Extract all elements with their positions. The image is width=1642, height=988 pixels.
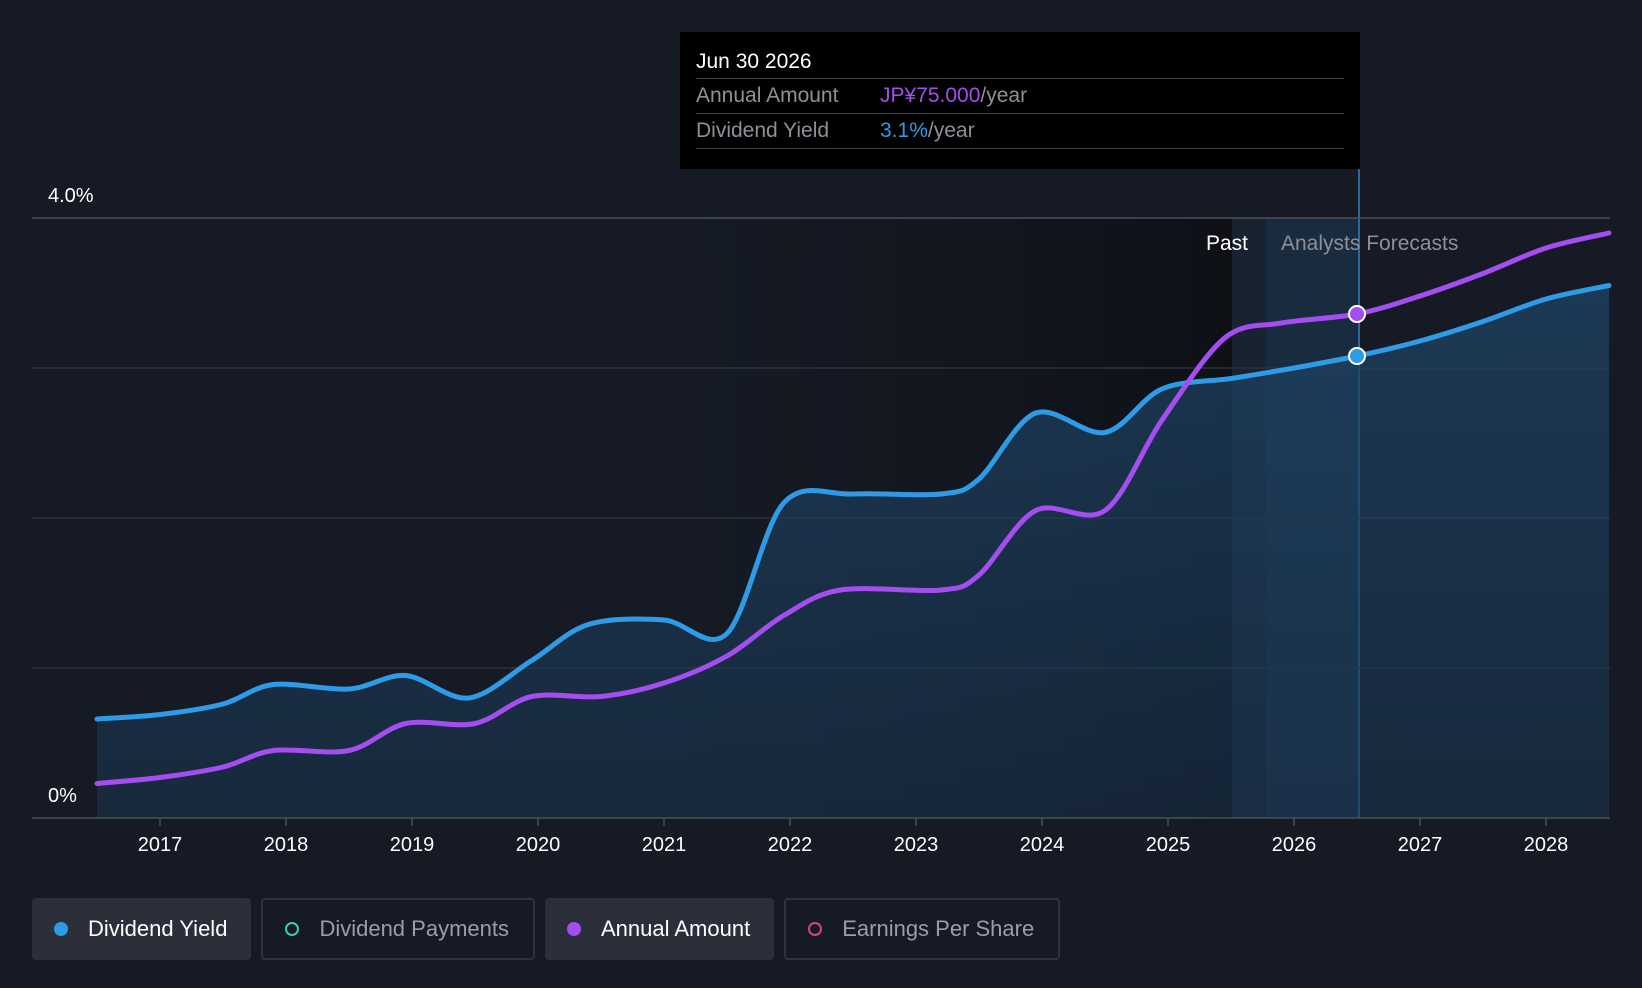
earnings-per-share-ring-icon <box>808 922 823 936</box>
x-tick-label-2026: 2026 <box>1272 834 1317 856</box>
dividend-yield-area <box>97 285 1609 818</box>
legend-dividend-yield-label: Dividend Yield <box>88 916 228 941</box>
x-axis-ticks: 2017 2018 2019 2020 2021 2022 2023 2024 2025 2026… <box>138 818 1569 856</box>
x-tick-label-2020: 2020 <box>516 834 561 856</box>
legend-dividend-payments-label: Dividend Payments <box>319 916 509 941</box>
legend-dividend-payments[interactable]: Dividend Payments <box>261 898 535 960</box>
legend-dividend-yield[interactable]: Dividend Yield <box>32 898 252 960</box>
x-tick-label-2023: 2023 <box>894 834 939 856</box>
x-tick-label-2022: 2022 <box>768 834 813 856</box>
legend-earnings-per-share[interactable]: Earnings Per Share <box>784 898 1061 960</box>
x-tick-label-2027: 2027 <box>1398 834 1443 856</box>
y-axis-bottom-label: 0% <box>48 785 77 807</box>
hover-tooltip: Jun 30 2026 Annual Amount JP¥75.000 /yea… <box>680 32 1360 169</box>
dividend-yield-dot-icon <box>54 922 68 936</box>
tooltip-row-dividend-yield: Dividend Yield 3.1% /year <box>696 113 1344 149</box>
tooltip-dividend-yield-unit: /year <box>927 119 975 142</box>
tooltip-annual-amount-value: JP¥75.000 <box>880 84 981 107</box>
y-axis-top-label: 4.0% <box>48 185 94 207</box>
dividend-payments-ring-icon <box>285 922 300 936</box>
x-tick-label-2018: 2018 <box>264 834 309 856</box>
legend-annual-amount-label: Annual Amount <box>600 916 751 941</box>
analysts-forecasts-label: Analysts Forecasts <box>1281 232 1458 255</box>
tooltip-dividend-yield-value: 3.1% <box>880 119 928 142</box>
tooltip-annual-amount-label: Annual Amount <box>696 84 839 107</box>
tooltip-row-annual-amount: Annual Amount JP¥75.000 /year <box>696 78 1344 113</box>
dividend-yield-marker[interactable] <box>1348 347 1366 365</box>
past-label: Past <box>1206 232 1248 255</box>
x-tick-label-2019: 2019 <box>390 834 435 856</box>
x-tick-label-2024: 2024 <box>1020 834 1065 856</box>
legend-earnings-per-share-label: Earnings Per Share <box>842 916 1035 941</box>
x-tick-label-2028: 2028 <box>1524 834 1569 856</box>
tooltip-dividend-yield-label: Dividend Yield <box>696 119 830 142</box>
x-tick-label-2021: 2021 <box>642 834 687 856</box>
tooltip-annual-amount-unit: /year <box>980 84 1028 107</box>
chart-legend: Dividend Yield Dividend Payments Annual … <box>32 898 1061 960</box>
legend-annual-amount[interactable]: Annual Amount <box>544 898 775 960</box>
tooltip-date: Jun 30 2026 <box>696 50 812 73</box>
x-tick-label-2017: 2017 <box>138 834 183 856</box>
annual-amount-dot-icon <box>566 922 581 936</box>
x-tick-label-2025: 2025 <box>1146 834 1191 856</box>
annual-amount-marker[interactable] <box>1348 305 1366 323</box>
